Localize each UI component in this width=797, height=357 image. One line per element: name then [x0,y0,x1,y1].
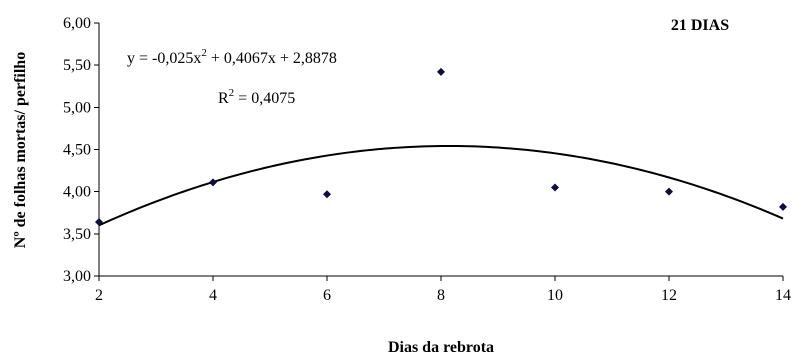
y-ticks: 3,00 3,50 4,00 4,50 5,00 5,50 6,00 [63,15,99,285]
y-tick-label: 5,50 [63,57,91,74]
y-tick-label: 5,00 [63,99,91,116]
panel-label: 21 DIAS [671,17,729,34]
trendline [98,144,784,227]
trendline-equation: y = -0,025x2 + 0,4067x + 2,8878 [127,47,337,67]
x-tick-label: 8 [437,287,445,304]
x-tick-label: 10 [547,287,563,304]
data-point [437,67,445,76]
x-tick-label: 2 [95,287,103,304]
data-points [95,67,787,227]
data-point [209,178,217,187]
y-axis-title: Nº de folhas mortas/ perfilho [12,52,29,248]
r2-suffix: = 0,4075 [234,90,295,107]
data-point [323,190,331,199]
x-axis-title: Dias da rebrota [388,339,494,356]
y-tick-label: 3,50 [63,226,91,243]
y-tick-label: 3,00 [63,268,91,285]
equation-suffix: + 0,4067x + 2,8878 [207,50,337,67]
data-point [95,218,103,227]
data-point [665,187,673,196]
x-tick-label: 4 [209,287,217,304]
x-ticks: 2 4 6 8 10 12 14 [95,276,791,304]
y-tick-label: 6,00 [63,15,91,32]
r-squared-label: R2 = 0,4075 [218,87,295,107]
trendline-layer [98,144,784,227]
x-tick-label: 12 [661,287,677,304]
y-tick-label: 4,50 [63,142,91,159]
r2-prefix: R [218,90,229,107]
y-tick-label: 4,00 [63,184,91,201]
equation-prefix: y = -0,025x [127,50,201,67]
data-point [551,183,559,192]
axes [98,23,783,277]
equation-exponent: 2 [201,47,207,59]
r2-exponent: 2 [229,87,235,99]
x-tick-label: 6 [323,287,331,304]
x-tick-label: 14 [775,287,791,304]
data-point [779,202,787,211]
